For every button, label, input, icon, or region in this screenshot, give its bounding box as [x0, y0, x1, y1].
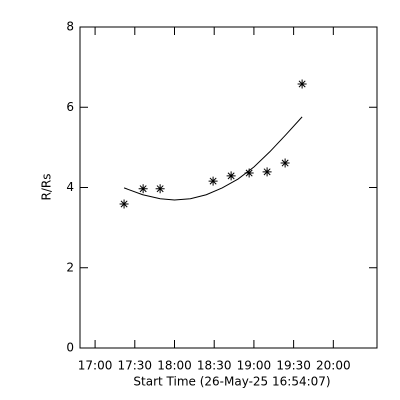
plot-frame: [79, 26, 378, 349]
x-tick-label: 18:00: [157, 359, 192, 373]
star-marker: [244, 168, 254, 178]
star-marker: [226, 171, 236, 181]
star-marker: [208, 176, 218, 186]
y-tick-label: 0: [66, 341, 74, 355]
x-tick-label: 17:00: [78, 359, 113, 373]
x-tick-label: 20:00: [316, 359, 351, 373]
x-tick-label: 18:30: [197, 359, 232, 373]
x-axis-label: Start Time (26-May-25 16:54:07): [133, 375, 330, 389]
y-axis-label: R/Rs: [40, 174, 54, 201]
star-marker: [297, 79, 307, 89]
star-marker: [138, 184, 148, 194]
y-tick-label: 6: [66, 100, 74, 114]
star-marker: [280, 158, 290, 168]
star-marker: [262, 167, 272, 177]
y-tick-label: 4: [66, 180, 74, 194]
star-marker: [119, 199, 129, 209]
x-tick-label: 19:00: [237, 359, 272, 373]
y-tick-label: 2: [66, 260, 74, 274]
star-marker: [155, 184, 165, 194]
x-tick-label: 17:30: [117, 359, 152, 373]
y-tick-label: 8: [66, 20, 74, 34]
fit-line: [123, 116, 303, 201]
x-tick-label: 19:30: [276, 359, 311, 373]
